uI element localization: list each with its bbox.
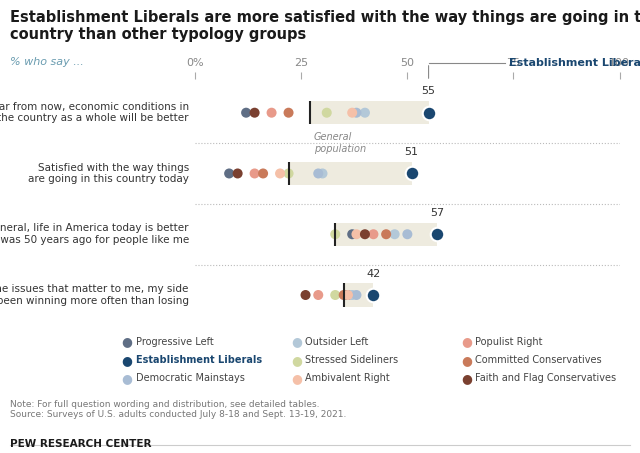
Point: [232, 170, 243, 177]
Point: [224, 170, 234, 177]
Point: [347, 109, 357, 116]
Text: 55: 55: [422, 86, 436, 96]
Bar: [310, 101, 429, 124]
Point: [347, 291, 357, 299]
Point: [368, 291, 378, 299]
Text: A year from now, economic conditions in
the country as a whole will be better: A year from now, economic conditions in …: [0, 102, 189, 124]
Text: ●: ●: [461, 336, 472, 348]
Point: [403, 231, 413, 238]
Text: Committed Conservatives: Committed Conservatives: [475, 355, 602, 365]
Text: ●: ●: [291, 354, 302, 366]
Point: [351, 291, 362, 299]
Point: [347, 231, 357, 238]
Point: [381, 231, 391, 238]
Text: 42: 42: [366, 269, 381, 279]
Point: [406, 170, 417, 177]
Text: ●: ●: [461, 354, 472, 366]
Point: [330, 291, 340, 299]
Point: [360, 231, 370, 238]
Text: ●: ●: [122, 372, 132, 385]
Text: In general, life in America today is better
than it was 50 years ago for people : In general, life in America today is bet…: [0, 223, 189, 245]
Point: [275, 170, 285, 177]
Text: ●: ●: [291, 372, 302, 385]
Point: [284, 109, 294, 116]
Bar: [344, 284, 373, 307]
Point: [351, 109, 362, 116]
Point: [339, 291, 349, 299]
Text: General
population: General population: [314, 132, 366, 154]
Text: Ambivalent Right: Ambivalent Right: [305, 373, 390, 383]
Point: [258, 170, 268, 177]
Text: Establishment Liberals are more satisfied with the way things are going in the: Establishment Liberals are more satisfie…: [10, 10, 640, 25]
Text: ●: ●: [461, 372, 472, 385]
Point: [343, 291, 353, 299]
Text: % who say ...: % who say ...: [10, 57, 83, 67]
Text: ●: ●: [122, 354, 132, 366]
Text: PEW RESEARCH CENTER: PEW RESEARCH CENTER: [10, 439, 151, 448]
Point: [424, 109, 434, 116]
Point: [284, 170, 294, 177]
Point: [313, 170, 323, 177]
Point: [241, 109, 252, 116]
Point: [343, 291, 353, 299]
Point: [390, 231, 400, 238]
Text: Source: Surveys of U.S. adults conducted July 8-18 and Sept. 13-19, 2021.: Source: Surveys of U.S. adults conducted…: [10, 410, 346, 419]
Point: [368, 231, 378, 238]
Text: Satisfied with the way things
are going in this country today: Satisfied with the way things are going …: [28, 163, 189, 184]
Point: [266, 109, 276, 116]
Point: [360, 109, 370, 116]
Text: 51: 51: [404, 147, 419, 157]
Bar: [335, 223, 437, 246]
Text: Faith and Flag Conservatives: Faith and Flag Conservatives: [475, 373, 616, 383]
Text: Establishment Liberals: Establishment Liberals: [509, 58, 640, 68]
Point: [351, 231, 362, 238]
Text: Stressed Sideliners: Stressed Sideliners: [305, 355, 399, 365]
Text: ●: ●: [122, 336, 132, 348]
Text: Progressive Left: Progressive Left: [136, 337, 213, 347]
Text: 57: 57: [430, 208, 444, 218]
Point: [330, 231, 340, 238]
Point: [250, 109, 260, 116]
Point: [317, 170, 328, 177]
Text: On the issues that matter to me, my side
has been winning more often than losing: On the issues that matter to me, my side…: [0, 284, 189, 306]
Text: Populist Right: Populist Right: [475, 337, 542, 347]
Point: [322, 109, 332, 116]
Text: Establishment Liberals: Establishment Liberals: [136, 355, 262, 365]
Text: Democratic Mainstays: Democratic Mainstays: [136, 373, 244, 383]
Point: [432, 231, 442, 238]
Point: [313, 291, 323, 299]
Text: Outsider Left: Outsider Left: [305, 337, 369, 347]
Text: ●: ●: [291, 336, 302, 348]
Point: [300, 291, 310, 299]
Point: [250, 170, 260, 177]
Text: country than other typology groups: country than other typology groups: [10, 27, 306, 42]
Bar: [289, 162, 412, 185]
Text: Note: For full question wording and distribution, see detailed tables.: Note: For full question wording and dist…: [10, 400, 319, 409]
